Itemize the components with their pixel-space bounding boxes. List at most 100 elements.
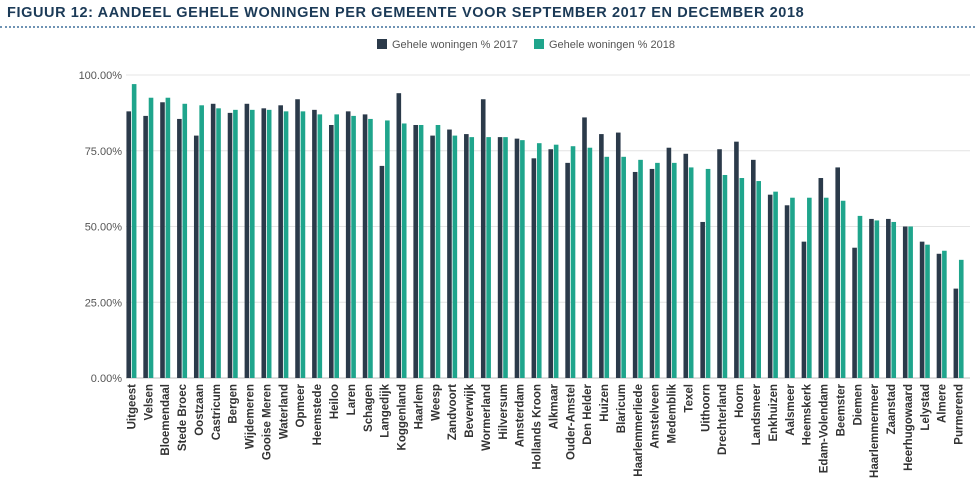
- x-tick-label: Zaanstad: [886, 384, 898, 435]
- bar-2017: Haarlemmerliede — Gehele woningen % 2017…: [632, 171, 638, 378]
- x-tick-label: Drechterland: [717, 384, 729, 455]
- bar-2017: Texel — Gehele woningen % 2017: 74: [683, 153, 689, 378]
- bar-2018: Hollands Kroon — Gehele woningen % 2018:…: [536, 143, 542, 378]
- bar-2018: Zaanstad — Gehele woningen % 2018: 51.5: [891, 221, 897, 378]
- bar-2017: Haarlem — Gehele woningen % 2017: 83.5: [413, 124, 418, 379]
- x-tick-label: Bloemendaal: [160, 384, 172, 456]
- bar-2018: Huizen — Gehele woningen % 2018: 73: [604, 156, 610, 378]
- bar-2018: Enkhuizen — Gehele woningen % 2018: 61.5: [773, 191, 778, 378]
- bar-2017: Schagen — Gehele woningen % 2017: 87: [362, 114, 368, 378]
- x-tick-label: Ouder-Amstel: [565, 384, 577, 460]
- bar-2018: Heemskerk — Gehele woningen % 2018: 59.5: [807, 197, 812, 378]
- bar-2017: Huizen — Gehele woningen % 2017: 80.5: [599, 134, 604, 378]
- x-tick-label: Stede Broec: [177, 383, 189, 451]
- y-tick-label: 100.00%: [79, 70, 123, 82]
- bar-2017: Diemen — Gehele woningen % 2017: 43: [852, 247, 857, 378]
- bar-2017: Castricum — Gehele woningen % 2017: 90.5: [210, 103, 216, 378]
- x-tick-label: Heiloo: [329, 384, 341, 419]
- bar-2018: Purmerend — Gehele woningen % 2018: 39: [958, 259, 964, 378]
- bar-2018: Amstelveen — Gehele woningen % 2018: 71: [655, 162, 660, 378]
- bar-2018: Beverwijk — Gehele woningen % 2018: 79.5: [469, 137, 475, 378]
- bar-2017: Stede Broec — Gehele woningen % 2017: 85…: [177, 118, 182, 378]
- y-axis-ticks: 0.00% 25.00% 50.00% 75.00% 100.00%: [79, 70, 123, 385]
- x-tick-label: Purmerend: [954, 384, 966, 445]
- bar-2017: Zaanstad — Gehele woningen % 2017: 52.5: [886, 218, 891, 378]
- x-tick-label: Castricum: [211, 384, 223, 440]
- bar-2017: Edam-Volendam — Gehele woningen % 2017: …: [818, 178, 824, 378]
- bar-2017: Lelystad — Gehele woningen % 2017: 45: [919, 241, 925, 378]
- bar-2017: Hollands Kroon — Gehele woningen % 2017:…: [531, 158, 537, 378]
- x-tick-label: Heemstede: [312, 384, 324, 445]
- x-tick-label: Haarlemmermeer: [869, 383, 881, 478]
- bar-2018: Wijdemeren — Gehele woningen % 2018: 88.…: [250, 109, 255, 378]
- bar-2018: Aalsmeer — Gehele woningen % 2018: 59.5: [790, 197, 795, 378]
- x-tick-label: Amsterdam: [515, 384, 527, 447]
- y-tick-label: 0.00%: [91, 373, 122, 385]
- bar-2017: Medemblik — Gehele woningen % 2017: 76: [666, 147, 672, 378]
- y-tick-label: 75.00%: [85, 146, 123, 158]
- bar-2017: Blaricum — Gehele woningen % 2017: 81: [615, 132, 621, 378]
- bar-2018: Velsen — Gehele woningen % 2018: 92.5: [148, 97, 154, 378]
- bar-2017: Amsterdam — Gehele woningen % 2017: 79: [514, 138, 520, 378]
- bar-2018: Drechterland — Gehele woningen % 2018: 6…: [722, 174, 728, 378]
- bar-2018: Schagen — Gehele woningen % 2018: 85.5: [368, 118, 373, 378]
- x-tick-label: Wijdemeren: [245, 384, 257, 449]
- bar-2018: Bloemendaal — Gehele woningen % 2018: 92…: [165, 97, 171, 378]
- x-tick-label: Beverwijk: [464, 383, 476, 437]
- x-tick-label: Langedijk: [380, 383, 392, 437]
- x-tick-label: Laren: [346, 384, 358, 415]
- bar-2018: Gooise Meren — Gehele woningen % 2018: 8…: [266, 109, 272, 378]
- x-tick-label: Texel: [683, 384, 695, 413]
- bar-2018: Amsterdam — Gehele woningen % 2018: 78.5: [520, 140, 525, 378]
- bar-2018: Waterland — Gehele woningen % 2018: 88: [283, 111, 289, 379]
- bar-2018: Langedijk — Gehele woningen % 2018: 85: [385, 120, 390, 378]
- bar-2017: Ouder-Amstel — Gehele woningen % 2017: 7…: [565, 162, 570, 378]
- x-tick-label: Diemen: [852, 384, 864, 426]
- bar-2017: Haarlemmermeer — Gehele woningen % 2017:…: [869, 218, 874, 378]
- bar-2017: Bergen — Gehele woningen % 2017: 87.5: [227, 112, 233, 378]
- x-tick-label: Velsen: [143, 384, 155, 420]
- x-tick-label: Landsmeer: [751, 383, 763, 445]
- x-tick-label: Uithoorn: [700, 384, 712, 432]
- x-tick-label: Beemster: [835, 383, 847, 436]
- bar-2017: Laren — Gehele woningen % 2017: 88: [345, 111, 351, 379]
- x-tick-label: Enkhuizen: [768, 384, 780, 442]
- bar-2018: Wormerland — Gehele woningen % 2018: 79.…: [486, 137, 491, 378]
- bar-2018: Landsmeer — Gehele woningen % 2018: 65: [756, 181, 761, 378]
- bar-2017: Langedijk — Gehele woningen % 2017: 70: [379, 165, 385, 378]
- bar-2018: Zandvoort — Gehele woningen % 2018: 80: [452, 135, 458, 378]
- bar-2017: Landsmeer — Gehele woningen % 2017: 72: [751, 159, 756, 378]
- bar-2017: Gooise Meren — Gehele woningen % 2017: 8…: [261, 108, 267, 378]
- x-tick-label: Hoorn: [734, 384, 746, 418]
- legend-label: Gehele woningen % 2018: [549, 39, 675, 51]
- bar-2018: Alkmaar — Gehele woningen % 2018: 77: [553, 144, 559, 378]
- x-tick-label: Bergen: [228, 384, 240, 424]
- bar-2018: Ouder-Amstel — Gehele woningen % 2018: 7…: [570, 146, 576, 378]
- bar-2018: Hilversum — Gehele woningen % 2018: 79.5: [503, 137, 508, 378]
- x-tick-label: Opmeer: [295, 383, 307, 427]
- gridlines: [126, 74, 970, 379]
- x-tick-label: Amstelveen: [650, 384, 662, 449]
- bar-2018: Blaricum — Gehele woningen % 2018: 73: [621, 156, 626, 378]
- bar-2018: Haarlem — Gehele woningen % 2018: 83.5: [418, 124, 424, 379]
- bar-2017: Heemskerk — Gehele woningen % 2017: 45: [801, 241, 807, 378]
- legend-swatch-2017: [377, 39, 387, 49]
- x-tick-label: Medemblik: [667, 383, 679, 443]
- bar-2017: Weesp — Gehele woningen % 2017: 80: [430, 135, 435, 378]
- bar-2017: Uithoorn — Gehele woningen % 2017: 51.5: [700, 221, 705, 378]
- legend-swatch-2018: [534, 39, 544, 49]
- bar-2018: Den Helder — Gehele woningen % 2018: 76: [587, 147, 593, 378]
- bar-2017: Purmerend — Gehele woningen % 2017: 29.5: [953, 288, 959, 378]
- bar-2018: Haarlemmerliede — Gehele woningen % 2018…: [638, 159, 643, 378]
- bar-2018: Koggenland — Gehele woningen % 2018: 84: [401, 123, 407, 378]
- bar-2018: Uithoorn — Gehele woningen % 2018: 69: [705, 168, 711, 378]
- legend-label: Gehele woningen % 2017: [392, 39, 518, 51]
- bar-2018: Bergen — Gehele woningen % 2018: 88.5: [233, 109, 238, 378]
- x-tick-label: Haarlemmerliede: [633, 384, 645, 477]
- legend: Gehele woningen % 2017 Gehele woningen % …: [377, 39, 675, 51]
- x-tick-label: Zandvoort: [447, 384, 459, 440]
- bar-2017: Koggenland — Gehele woningen % 2017: 94: [396, 93, 402, 379]
- x-tick-label: Schagen: [363, 384, 375, 432]
- x-tick-label: Haarlem: [413, 384, 425, 429]
